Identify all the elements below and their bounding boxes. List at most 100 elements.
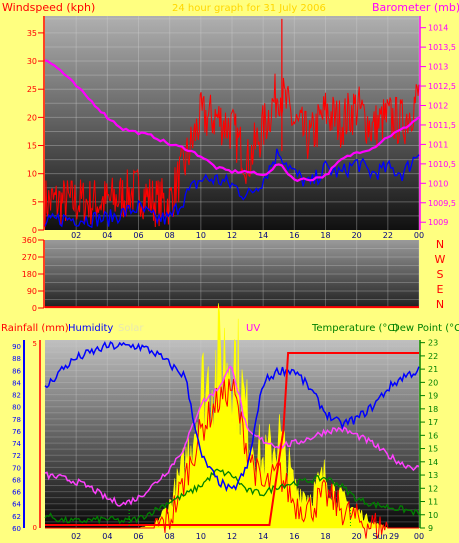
temperature-title: Temperature (°C) — [311, 323, 398, 334]
barometer-tick-label: 1014 — [428, 24, 448, 33]
temperature-tick-label: 10 — [428, 511, 438, 520]
date-title: 24 hour graph for 31 July 2006 — [172, 3, 326, 14]
humidity-tick-label: 62 — [12, 513, 21, 521]
dewpoint-line — [44, 468, 420, 525]
temperature-x-tick-label: Sun — [372, 532, 387, 541]
rainfall-line — [45, 351, 419, 526]
wind-tick-label: 20 — [27, 113, 37, 122]
humidity-tick-label: 68 — [12, 476, 21, 484]
humidity-title: Humidity — [68, 323, 113, 334]
temperature-x-tick-label: 14 — [258, 532, 268, 541]
wind-tick-label: 5 — [32, 198, 37, 207]
temperature-axes: 60 62 64 66 68 70 72 74 76 78 80 82 84 86 88 90 0 5 9 10 11 1… — [12, 339, 438, 541]
humidity-tick-label: 90 — [12, 343, 21, 351]
barometer-tick-label: 1009 — [428, 218, 448, 227]
compass-label: W — [435, 253, 446, 266]
barometer-tick-label: 1012,5 — [428, 82, 456, 91]
temperature-line — [44, 365, 420, 507]
temperature-tick-label: 12 — [428, 484, 438, 493]
humidity-tick-label: 66 — [12, 489, 21, 497]
wind-x-tick-label: 16 — [289, 231, 299, 240]
wind-x-tick-label: 00 — [414, 231, 424, 240]
humidity-tick-label: 76 — [12, 428, 21, 436]
direction-tick-label: 360 — [22, 236, 37, 245]
wind-x-tick-label: 22 — [383, 231, 393, 240]
barometer-tick-label: 1011 — [428, 140, 448, 149]
humidity-tick-label: 82 — [12, 392, 21, 400]
temperature-tick-label: 22 — [428, 352, 438, 361]
humidity-tick-label: 80 — [12, 404, 21, 412]
wind-tick-label: 35 — [27, 29, 37, 38]
temperature-x-tick-label: 02 — [71, 532, 81, 541]
temperature-tick-label: 21 — [428, 365, 438, 374]
humidity-tick-label: 86 — [12, 367, 21, 375]
humidity-tick-label: 88 — [12, 355, 21, 363]
wind-series — [44, 18, 420, 229]
barometer-tick-label: 1011,5 — [428, 121, 456, 130]
barometer-tick-label: 1013,5 — [428, 43, 456, 52]
temperature-tick-label: 20 — [428, 378, 438, 387]
temperature-x-tick-label: 06 — [133, 532, 143, 541]
compass-label: N — [436, 298, 444, 311]
solar-title: Solar — [118, 323, 144, 334]
wind-x-tick-label: 08 — [165, 231, 175, 240]
compass-label: E — [437, 283, 444, 296]
temperature-tick-label: 18 — [428, 405, 438, 414]
humidity-line — [44, 340, 420, 493]
temperature-tick-label: 9 — [428, 524, 433, 533]
barometer-line — [44, 59, 420, 183]
direction-tick-label: 0 — [32, 304, 37, 313]
wind-x-tick-label: 02 — [71, 231, 81, 240]
windspeed-line — [44, 73, 420, 228]
temperature-x-tick-label: 12 — [227, 532, 237, 541]
barometer-tick-label: 1013 — [428, 63, 448, 72]
temperature-tick-label: 16 — [428, 431, 438, 440]
temperature-series — [44, 303, 420, 539]
humidity-tick-label: 72 — [12, 452, 21, 460]
temperature-x-tick-label: 04 — [102, 532, 112, 541]
wind-tick-label: 30 — [27, 57, 37, 66]
compass-label: S — [437, 268, 444, 281]
direction-tick-label: 180 — [22, 270, 37, 279]
humidity-tick-label: 84 — [12, 379, 21, 387]
wind-tick-label: 15 — [27, 142, 37, 151]
direction-tick-label: 90 — [27, 287, 37, 296]
barometer-title: Barometer (mb) — [372, 1, 459, 14]
wind-x-tick-label: 04 — [102, 231, 112, 240]
temperature-tick-label: 17 — [428, 418, 438, 427]
barometer-tick-label: 1010,5 — [428, 160, 456, 169]
wind-x-tick-label: 20 — [352, 231, 362, 240]
temperature-x-tick-label: 20 — [352, 532, 362, 541]
barometer-tick-label: 1009,5 — [428, 199, 456, 208]
wind-axes: 0 5 10 15 20 25 30 35 1009 1009,5 1010 1010,5 1011 10… — [27, 16, 456, 240]
wind-tick-label: 0 — [32, 226, 37, 235]
rainfall-tick-label: 0 — [33, 524, 37, 532]
humidity-tick-label: 60 — [12, 525, 21, 533]
temperature-tick-label: 23 — [428, 339, 438, 348]
temperature-tick-label: 15 — [428, 445, 438, 454]
wind-tick-label: 25 — [27, 85, 37, 94]
wind-x-tick-label: 18 — [320, 231, 330, 240]
windspeed-title: Windspeed (kph) — [2, 1, 95, 14]
dewpoint-title: Dew Point (°C — [392, 323, 459, 334]
temperature-tick-label: 13 — [428, 471, 438, 480]
temperature-tick-label: 14 — [428, 458, 438, 467]
wind-average-line — [44, 148, 420, 229]
direction-tick-label: 270 — [22, 253, 37, 262]
barometer-tick-label: 1010 — [428, 179, 448, 188]
wind-x-tick-label: 06 — [133, 231, 143, 240]
humidity-tick-label: 78 — [12, 416, 21, 424]
direction-grid — [45, 240, 420, 308]
temperature-x-tick-label: 16 — [289, 532, 299, 541]
rainfall-title: Rainfall (mm) — [1, 323, 69, 334]
temperature-x-tick-label: 08 — [165, 532, 175, 541]
barometer-tick-label: 1012 — [428, 101, 448, 110]
humidity-tick-label: 70 — [12, 464, 21, 472]
wind-x-tick-label: 12 — [227, 231, 237, 240]
compass-label: N — [436, 238, 444, 251]
direction-panel — [45, 240, 419, 308]
humidity-tick-label: 74 — [12, 440, 21, 448]
temperature-grid — [45, 340, 420, 528]
